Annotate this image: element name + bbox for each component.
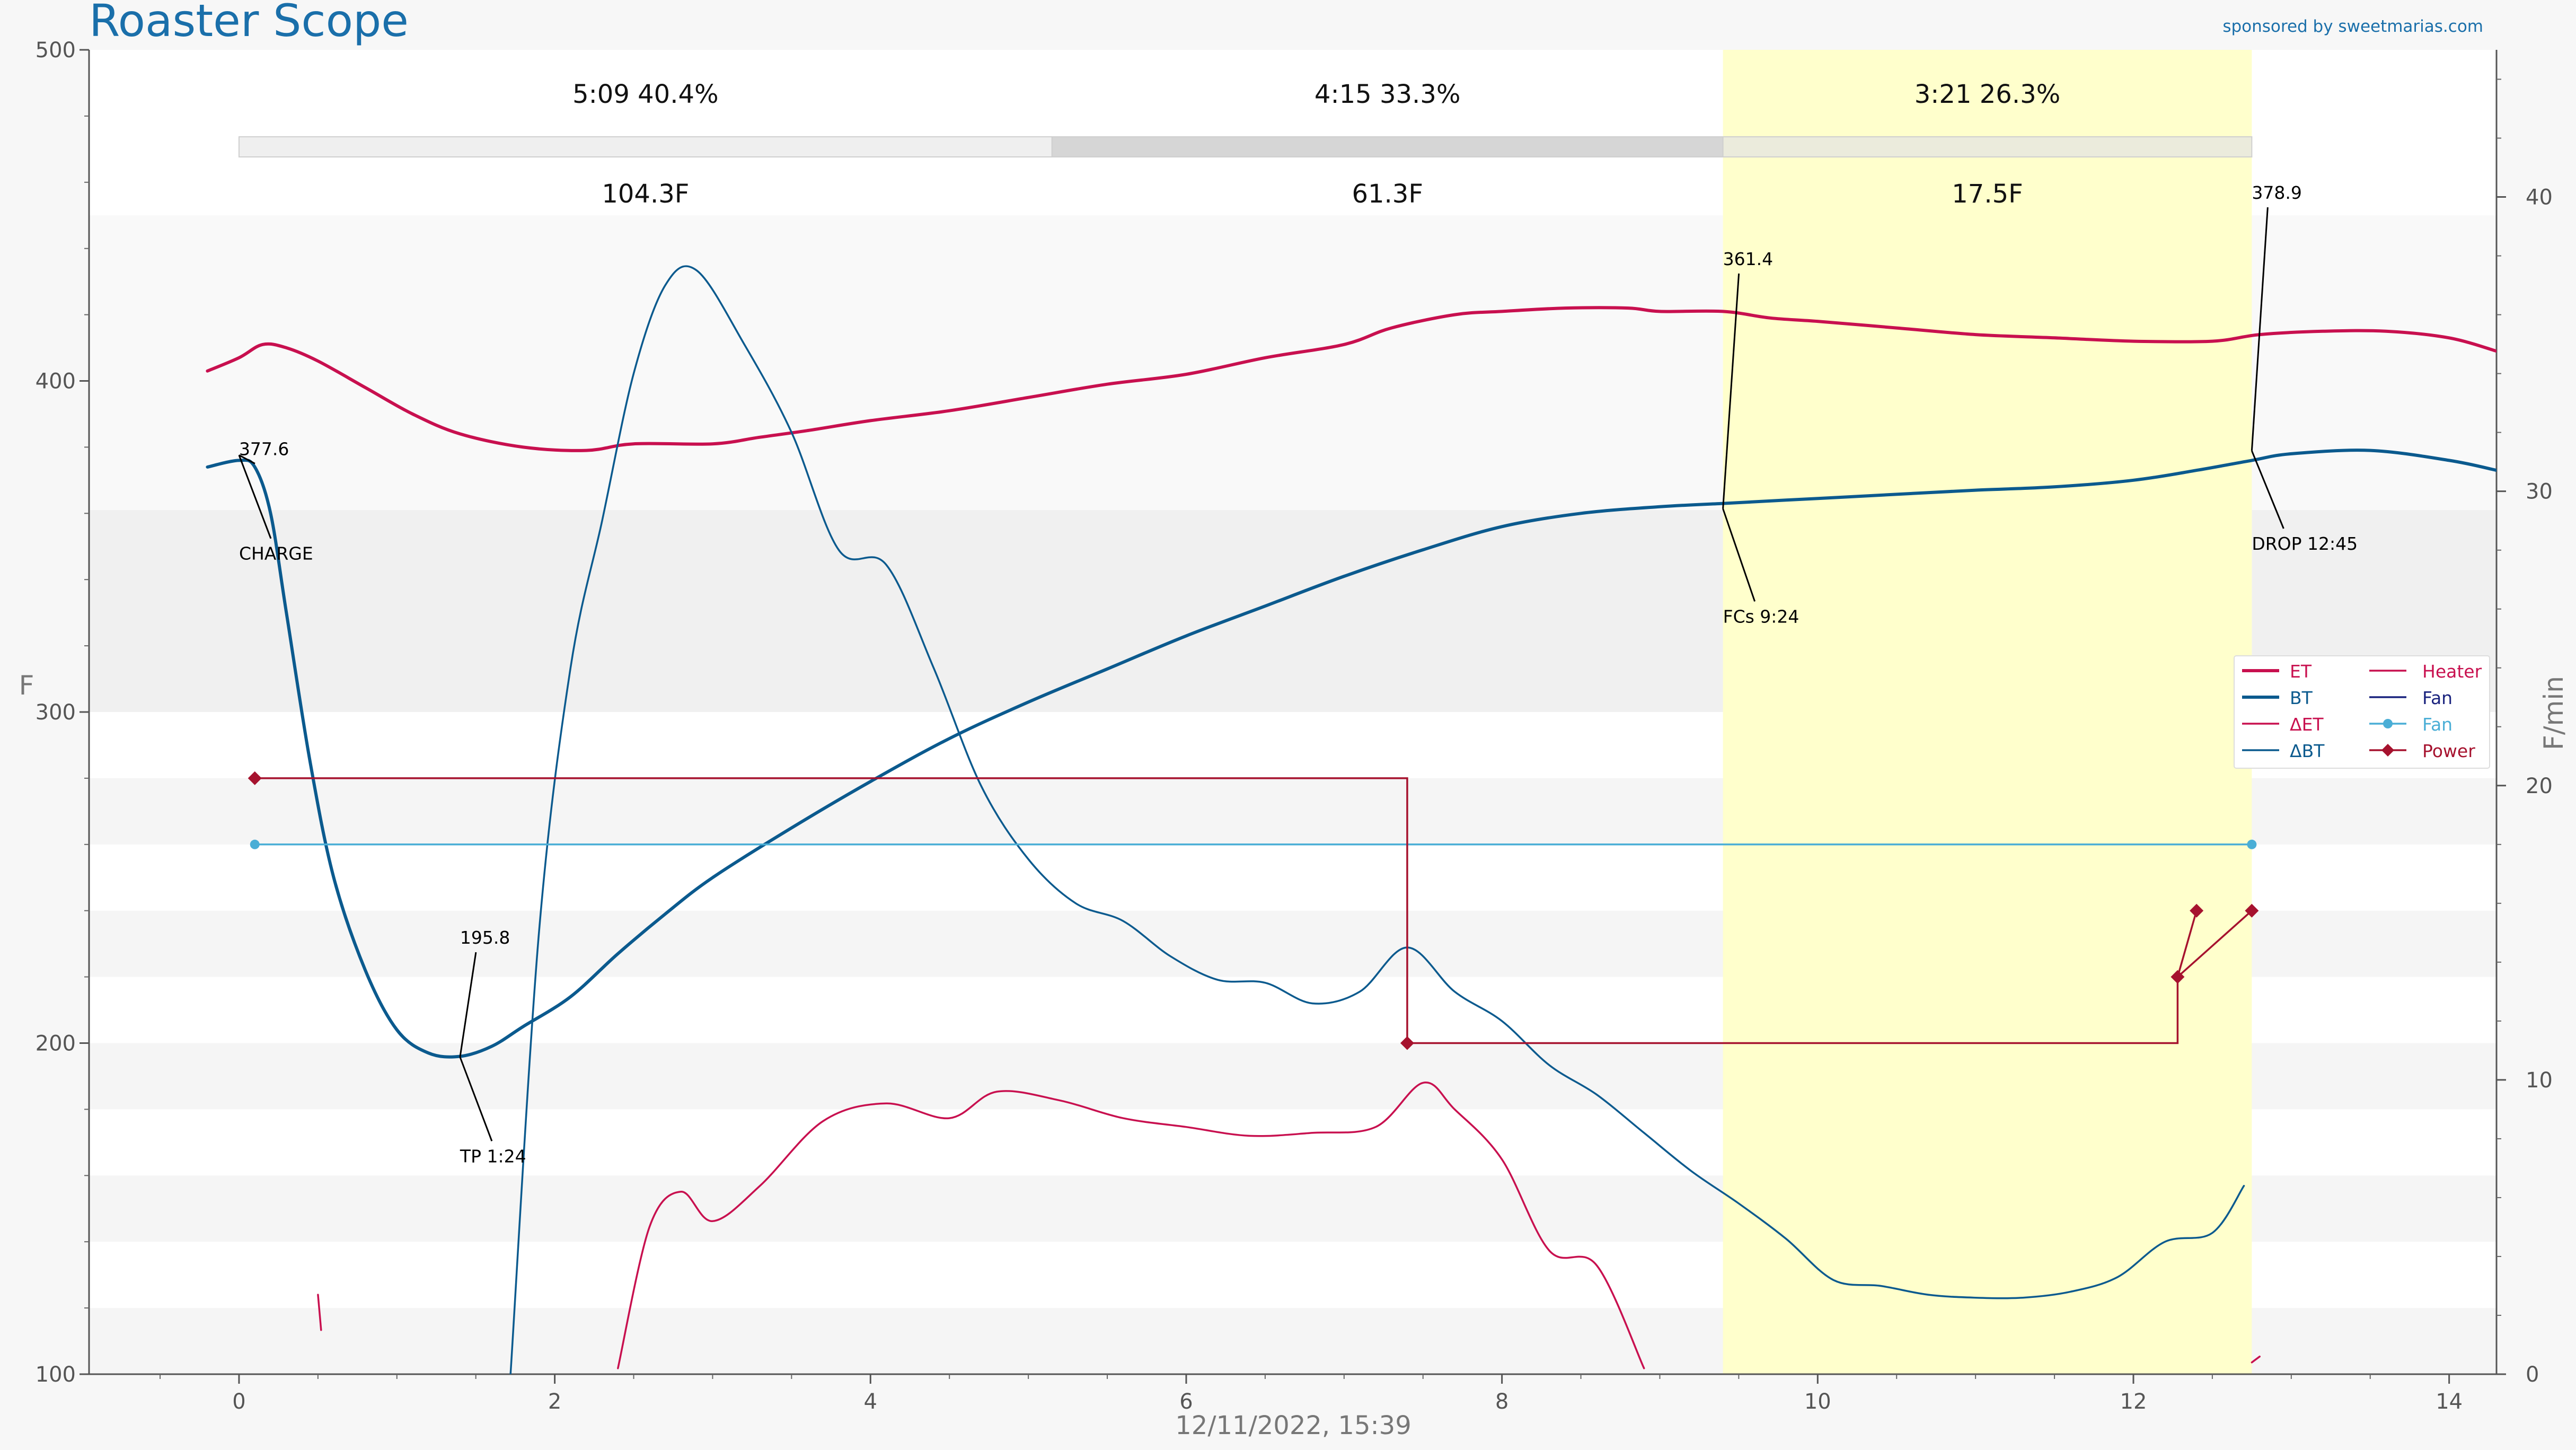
annotation-leader bbox=[459, 952, 477, 1057]
plot-area: 5:09 40.4% 104.3F 4:15 33.3% 61.3F 3:21 26.3… bbox=[36, 38, 2553, 1414]
annotation-label: FCs 9:24 bbox=[1723, 606, 1799, 627]
annotation-leader bbox=[1722, 508, 1756, 602]
series-line-BT bbox=[206, 449, 2496, 1059]
annotation-label: 361.4 bbox=[1723, 249, 1773, 269]
series-line-ΔET bbox=[317, 1294, 322, 1331]
y-tick-label-right: 0 bbox=[2526, 1363, 2539, 1387]
legend-label: ΔBT bbox=[2290, 741, 2325, 761]
annotation-leader bbox=[1722, 273, 1740, 509]
y-axis-label-left: F bbox=[19, 670, 34, 701]
fan-marker bbox=[2247, 839, 2257, 849]
y-axis-label-right: F/min bbox=[2538, 676, 2569, 750]
x-tick-label: 6 bbox=[1179, 1390, 1193, 1414]
chart-title: Roaster Scope bbox=[89, 0, 409, 47]
legend-label: Power bbox=[2422, 741, 2475, 761]
x-tick-label: 14 bbox=[2436, 1390, 2463, 1414]
annotation-leader bbox=[2251, 450, 2284, 529]
series-line-ΔBT bbox=[509, 265, 2245, 1374]
phase-rise-label: 17.5F bbox=[1952, 179, 2023, 209]
annotation-label: DROP 12:45 bbox=[2252, 533, 2358, 554]
annotation-label: 195.8 bbox=[460, 927, 510, 948]
x-tick-label: 4 bbox=[864, 1390, 877, 1414]
development-phase-highlight bbox=[1723, 50, 2252, 1374]
legend-marker bbox=[2383, 719, 2393, 728]
annotation-leader bbox=[2251, 207, 2269, 451]
legend-label: Fan bbox=[2422, 714, 2453, 735]
phase-time-label: 4:15 33.3% bbox=[1315, 80, 1461, 109]
phase-rise-label: 61.3F bbox=[1352, 179, 1423, 209]
y-tick-label-left: 100 bbox=[36, 1363, 76, 1387]
series-line-ΔET bbox=[2251, 1355, 2261, 1364]
y-tick-label-left: 500 bbox=[36, 38, 76, 63]
fan-marker bbox=[250, 839, 260, 849]
y-tick-label-right: 30 bbox=[2526, 480, 2553, 504]
annotation-label: 378.9 bbox=[2252, 182, 2301, 203]
y-tick-label-left: 300 bbox=[36, 700, 76, 725]
phase-time-label: 5:09 40.4% bbox=[572, 80, 719, 109]
series-line-ΔET bbox=[617, 1082, 1645, 1369]
series-line-power bbox=[254, 777, 2253, 1044]
legend-marker bbox=[2381, 744, 2394, 757]
annotation-leader bbox=[459, 1057, 493, 1141]
x-tick-label: 2 bbox=[548, 1390, 561, 1414]
phase-bar-segment bbox=[238, 136, 1053, 157]
x-tick-label: 8 bbox=[1495, 1390, 1508, 1414]
x-tick-label: 0 bbox=[232, 1390, 245, 1414]
y-tick-label-left: 200 bbox=[36, 1032, 76, 1056]
annotation-label: CHARGE bbox=[239, 543, 313, 564]
y-tick-label-right: 40 bbox=[2526, 186, 2553, 210]
legend-label: Heater bbox=[2422, 661, 2482, 682]
phase-bar-segment bbox=[1722, 136, 2253, 157]
x-tick-label: 10 bbox=[1804, 1390, 1831, 1414]
x-axis-label: 12/11/2022, 15:39 bbox=[1175, 1411, 1411, 1440]
phase-bar-segment bbox=[1051, 136, 1724, 157]
y-tick-label-right: 20 bbox=[2526, 774, 2553, 798]
phase-rise-label: 104.3F bbox=[602, 179, 689, 209]
annotation-leader bbox=[239, 454, 255, 464]
x-tick-label: 12 bbox=[2120, 1390, 2147, 1414]
legend-label: BT bbox=[2290, 688, 2313, 708]
legend-label: Fan bbox=[2422, 688, 2453, 708]
legend-box bbox=[2234, 655, 2490, 769]
legend-label: ET bbox=[2290, 661, 2312, 682]
series-line-ET bbox=[206, 306, 2496, 452]
power-marker bbox=[2245, 903, 2259, 918]
phase-time-label: 3:21 26.3% bbox=[1915, 80, 2061, 109]
legend-label: ΔET bbox=[2290, 714, 2324, 735]
annotation-leader bbox=[238, 454, 272, 539]
series-group bbox=[206, 265, 2496, 1374]
annotation-label: 377.6 bbox=[239, 438, 289, 459]
y-tick-label-left: 400 bbox=[36, 370, 76, 394]
power-step bbox=[2176, 910, 2198, 978]
sponsor-link[interactable]: sponsored by sweetmarias.com bbox=[2222, 17, 2483, 36]
power-marker bbox=[248, 771, 262, 785]
power-marker bbox=[1400, 1036, 1414, 1050]
y-tick-label-right: 10 bbox=[2526, 1068, 2553, 1093]
annotation-label: TP 1:24 bbox=[460, 1146, 526, 1166]
